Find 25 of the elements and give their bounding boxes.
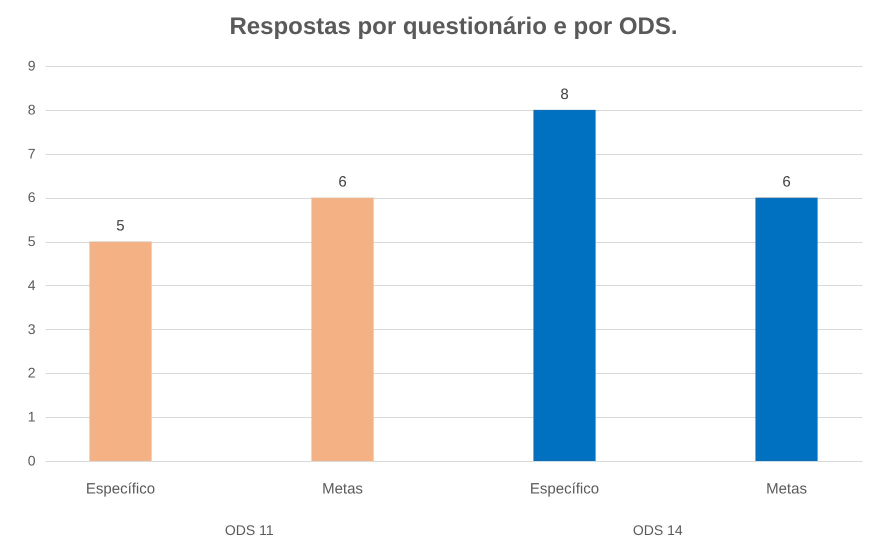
data-label: 6 (338, 174, 347, 191)
bar (311, 198, 374, 461)
text: ODS 11 (224, 522, 274, 538)
x-tick-label: Metas (322, 480, 363, 498)
x-tick-label: Metas (766, 480, 807, 498)
data-label: 6 (782, 174, 791, 191)
bar (533, 110, 596, 461)
y-tick-label: 4 (28, 276, 36, 293)
y-tick-label: 9 (28, 58, 36, 74)
y-tick-label: 1 (28, 408, 36, 425)
text: ODS 14 (632, 522, 683, 538)
chart-title: Respostas por questionário e por ODS. (229, 13, 678, 40)
x-tick-label: Específico (86, 480, 156, 498)
y-tick-label: 5 (28, 233, 36, 250)
data-label: 8 (560, 86, 569, 103)
y-tick-label: 0 (28, 452, 36, 468)
y-tick-label: 8 (28, 101, 36, 118)
y-tick-label: 3 (28, 320, 36, 337)
y-tick-label: 6 (28, 189, 36, 206)
bar (89, 242, 152, 461)
data-label: 5 (116, 218, 125, 235)
y-tick-label: 2 (28, 364, 36, 381)
y-tick-label: 7 (28, 145, 36, 162)
bar (755, 198, 818, 461)
x-tick-label: Específico (530, 480, 600, 498)
